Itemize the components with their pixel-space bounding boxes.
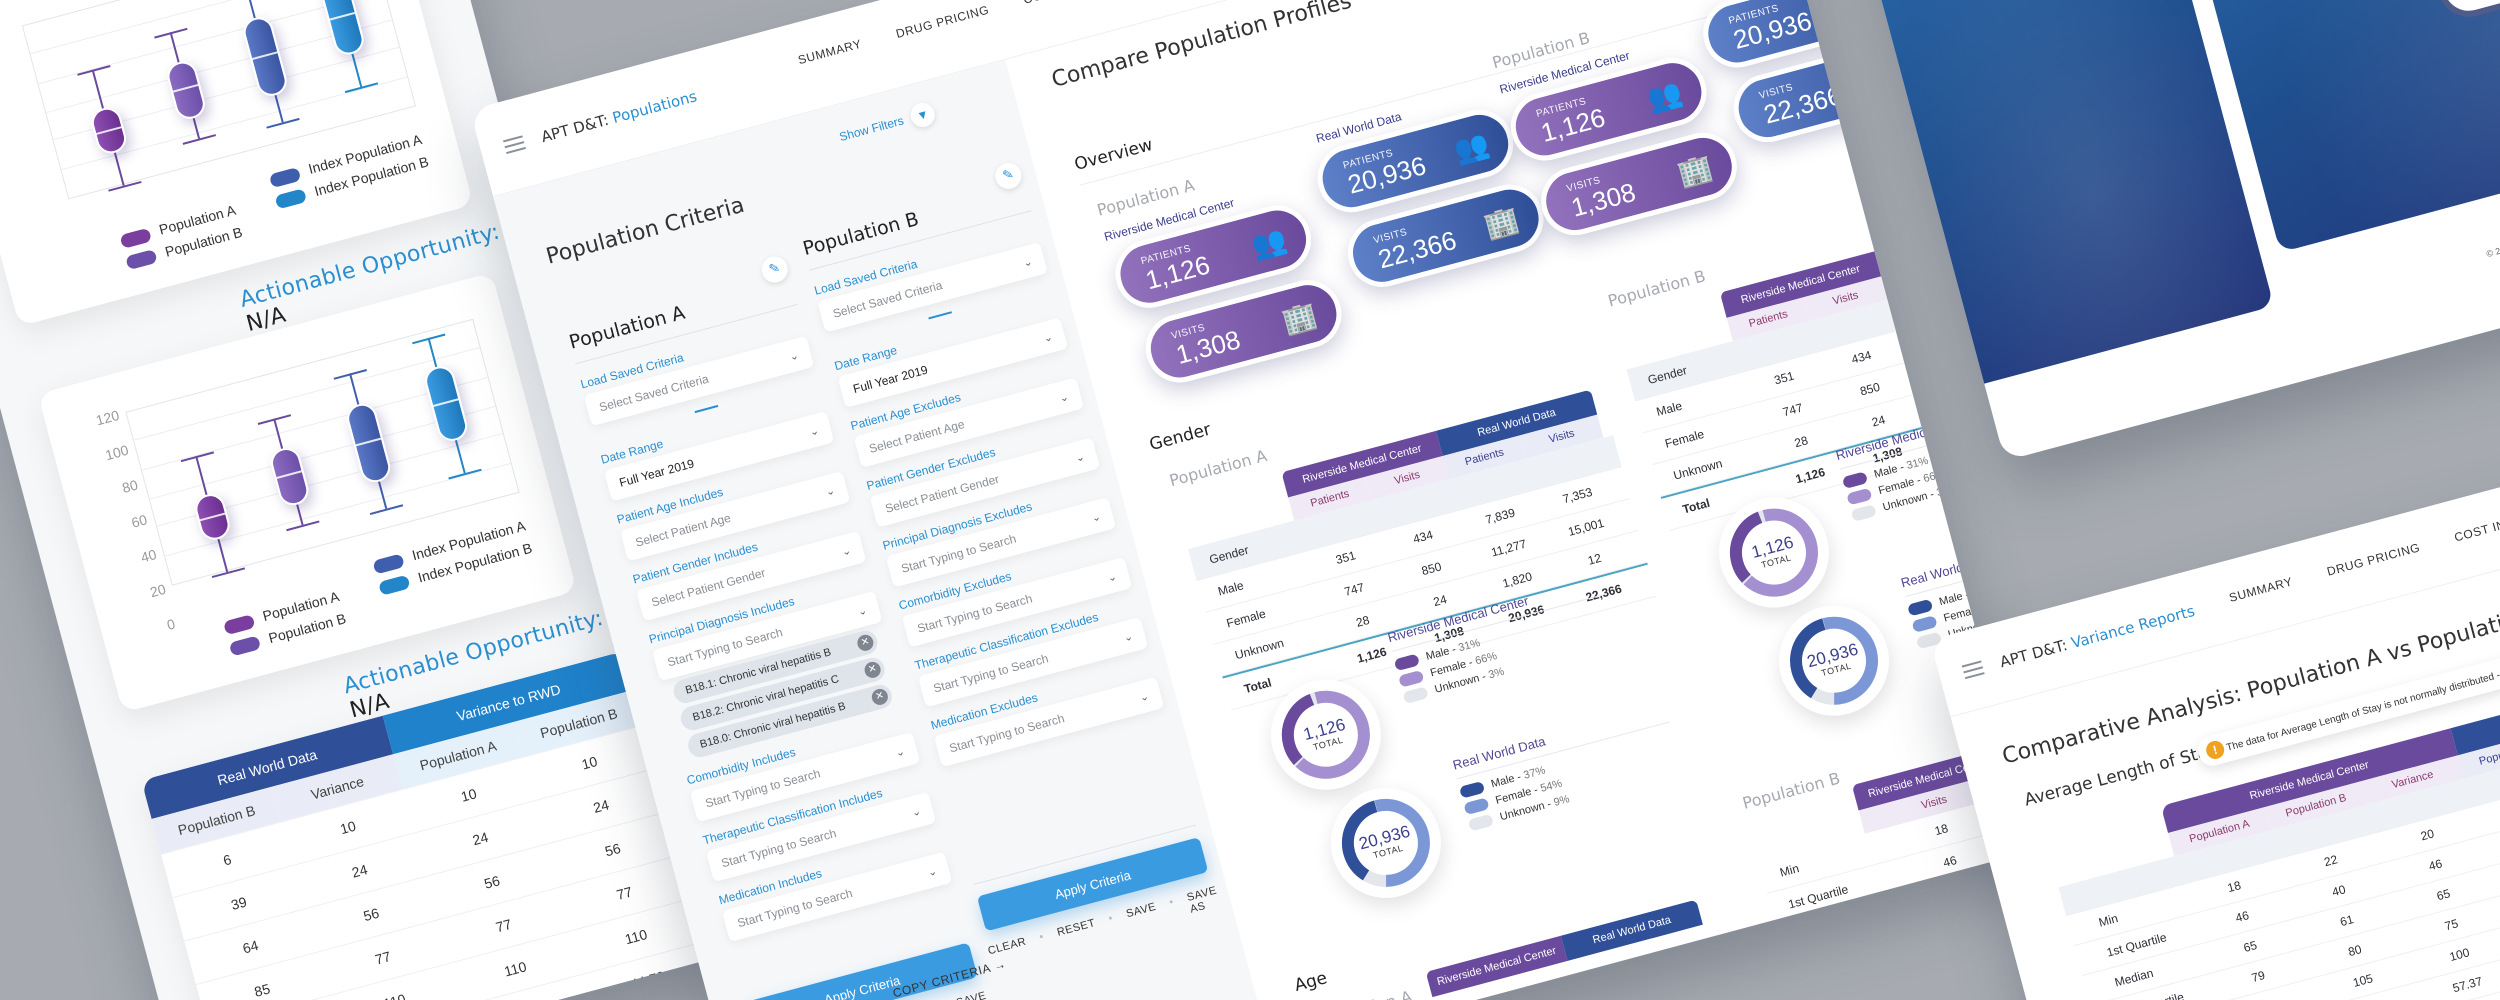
donut-rmc-gender-a: 1,126 TOTAL [1258, 667, 1394, 803]
variance-reports-panel: APT D&T: Variance Reports SUMMARY DRUG P… [1930, 427, 2500, 1000]
y-tick: 80 [120, 476, 140, 496]
y-tick: 100 [103, 441, 131, 464]
chevron-down-icon: ⌄ [1138, 689, 1151, 704]
age-title: Age [1292, 968, 1330, 997]
tab-cost-inpatient[interactable]: COST INPATIENT PER DAY [1022, 0, 1185, 7]
age-table-pop-a: Riverside Medical Center Real World Data [1425, 889, 1742, 998]
y-tick: 40 [138, 546, 159, 566]
chevron-down-icon: ⌄ [808, 424, 821, 439]
overview-title: Overview [1072, 134, 1155, 175]
legend-swatch [268, 166, 302, 188]
box-plot-legend-left: Population A Population B [117, 196, 245, 276]
show-filters-button[interactable]: Show Filters ▼ [837, 100, 938, 149]
chevron-down-icon: ⌄ [1106, 570, 1119, 585]
chevron-down-icon: ⌄ [1122, 630, 1135, 645]
chevron-down-icon: ⌄ [1074, 450, 1087, 465]
y-tick: 60 [129, 511, 149, 531]
edit-icon[interactable]: ✎ [758, 253, 791, 286]
landing-hero-panel: ← ExploreVariance Reports Terms of Servi… [1860, 0, 2500, 461]
remove-chip-icon[interactable]: ✕ [870, 687, 890, 707]
variance-top-bar: APT D&T: Variance Reports SUMMARY DRUG P… [1930, 427, 2500, 718]
donut-rwd-gender-a: 20,936 TOTAL [1318, 775, 1454, 911]
legend-swatch [119, 227, 152, 249]
y-tick: 120 [94, 406, 121, 429]
app-title: APT D&T: Populations [539, 86, 699, 146]
tab-summary[interactable]: SUMMARY [796, 36, 864, 68]
warning-icon[interactable]: ! [2204, 738, 2227, 761]
age-pop-a-label: Population A [1312, 987, 1414, 1000]
reset-button[interactable]: RESET [1055, 917, 1097, 939]
tab-drug-pricing[interactable]: DRUG PRICING [2325, 540, 2422, 579]
y-tick: 0 [165, 615, 177, 634]
save-as-button[interactable]: SAVE AS [1185, 884, 1219, 916]
chevron-down-icon: ⌄ [926, 864, 939, 879]
chevron-down-icon: ⌄ [788, 349, 801, 363]
users-icon: 👥 [1836, 0, 1878, 23]
tab-drug-pricing[interactable]: DRUG PRICING [894, 2, 991, 41]
tab-summary[interactable]: SUMMARY [2227, 574, 2295, 605]
hero-image-left [1860, 0, 2275, 400]
variance-to-rwd-table: Real World Data Variance to RWD Populati… [141, 650, 710, 1000]
donut-rmc-gender-b: 1,126 TOTAL [1706, 485, 1842, 620]
app-title: APT D&T: Variance Reports [1997, 601, 2197, 671]
remove-chip-icon[interactable]: ✕ [862, 660, 883, 680]
hamburger-menu-icon[interactable] [502, 134, 526, 154]
divider [694, 404, 719, 414]
filter-icon: ▼ [908, 100, 938, 130]
chevron-down-icon: ⌄ [840, 544, 853, 559]
hamburger-menu-icon[interactable] [1961, 660, 1985, 679]
nav-tabs: SUMMARY DRUG PRICING COST INPATIENT PER … [2228, 488, 2500, 605]
chevron-down-icon: ⌄ [1090, 510, 1103, 525]
save-as-button[interactable]: SAVE AS [955, 989, 988, 1000]
remove-chip-icon[interactable]: ✕ [855, 633, 876, 653]
edit-icon[interactable]: ✎ [992, 159, 1025, 192]
y-tick: 20 [148, 580, 168, 601]
donut-legend-rwd: Real World Data Male - 37% Female - 54% … [1451, 701, 1685, 836]
compare-populations-panel: APT D&T: Populations SUMMARY DRUG PRICIN… [470, 0, 2035, 1000]
donut-rwd-gender-b: 20,936 TOTAL [1766, 593, 1902, 729]
legend-swatch [274, 188, 308, 210]
chevron-down-icon: ⌄ [1058, 390, 1071, 405]
chevron-down-icon: ⌄ [1042, 330, 1055, 345]
criteria-title: Population Criteria [543, 192, 748, 270]
chevron-down-icon: ⌄ [824, 484, 837, 499]
chevron-down-icon: ⌄ [856, 604, 869, 618]
population-content: Compare Population Profiles Overview Pop… [1005, 0, 2035, 1000]
box-plot-legend-left: Population A Population B [221, 583, 349, 663]
save-button[interactable]: SAVE [1124, 900, 1158, 921]
chevron-down-icon: ⌄ [894, 745, 907, 760]
chevron-down-icon: ⌄ [910, 804, 923, 819]
gender-title: Gender [1147, 419, 1214, 456]
chevron-down-icon: ⌄ [1021, 255, 1034, 270]
tab-cost-inpatient[interactable]: COST INPATIENT PER DAY [2452, 488, 2500, 545]
divider [928, 311, 953, 320]
legend-swatch [125, 248, 158, 271]
